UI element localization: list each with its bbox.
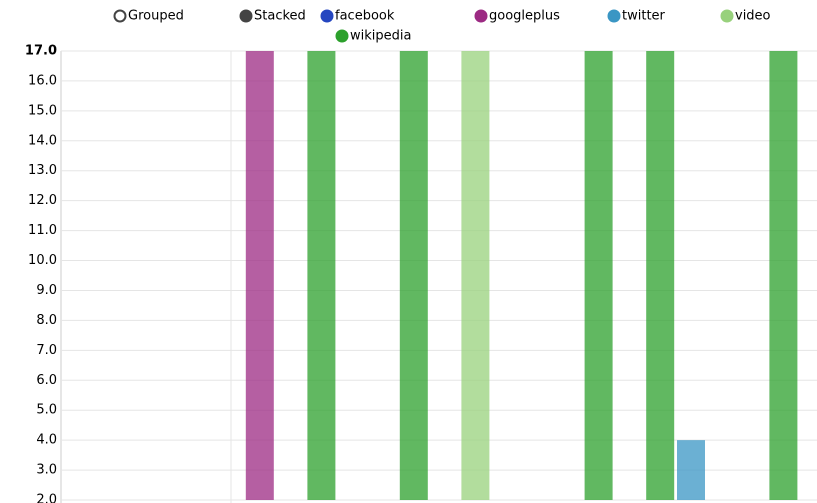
y-tick-label: 14.0	[28, 133, 57, 148]
bar	[677, 440, 705, 500]
bar	[769, 51, 798, 500]
y-tick-label: 12.0	[28, 193, 57, 208]
legend-label[interactable]: googleplus	[489, 9, 560, 24]
legend-control[interactable]: Grouped	[128, 9, 184, 24]
legend-control-symbol[interactable]	[239, 9, 253, 23]
y-tick-label: 3.0	[36, 463, 57, 478]
bar	[461, 51, 490, 500]
legend-label[interactable]: wikipedia	[350, 29, 411, 44]
bar	[399, 51, 428, 500]
y-tick-label: 5.0	[36, 403, 57, 418]
y-tick-label: 15.0	[28, 103, 57, 118]
y-tick-label: 4.0	[36, 433, 57, 448]
legend-symbol[interactable]	[720, 9, 734, 23]
y-tick-label: 6.0	[36, 373, 57, 388]
y-tick-label: 8.0	[36, 313, 57, 328]
bar	[646, 51, 675, 500]
legend-symbol[interactable]	[474, 9, 488, 23]
legend-symbol[interactable]	[607, 9, 621, 23]
y-tick-label: 17.0	[25, 44, 57, 59]
y-tick-label: 9.0	[36, 283, 57, 298]
legend-label[interactable]: twitter	[622, 9, 666, 24]
legend-label[interactable]: facebook	[335, 9, 395, 24]
legend-symbol[interactable]	[320, 9, 334, 23]
y-tick-label: 2.0	[36, 493, 57, 503]
y-tick-label: 16.0	[28, 73, 57, 88]
y-tick-label: 13.0	[28, 163, 57, 178]
bar	[245, 51, 274, 500]
bar	[584, 51, 613, 500]
legend-symbol[interactable]	[335, 29, 349, 43]
legend-label[interactable]: video	[735, 9, 771, 24]
legend-control-symbol[interactable]	[113, 9, 127, 23]
y-tick-label: 11.0	[28, 223, 57, 238]
y-tick-label: 7.0	[36, 343, 57, 358]
y-tick-label: 10.0	[28, 253, 57, 268]
bar	[307, 51, 336, 500]
legend-control[interactable]: Stacked	[254, 9, 306, 24]
